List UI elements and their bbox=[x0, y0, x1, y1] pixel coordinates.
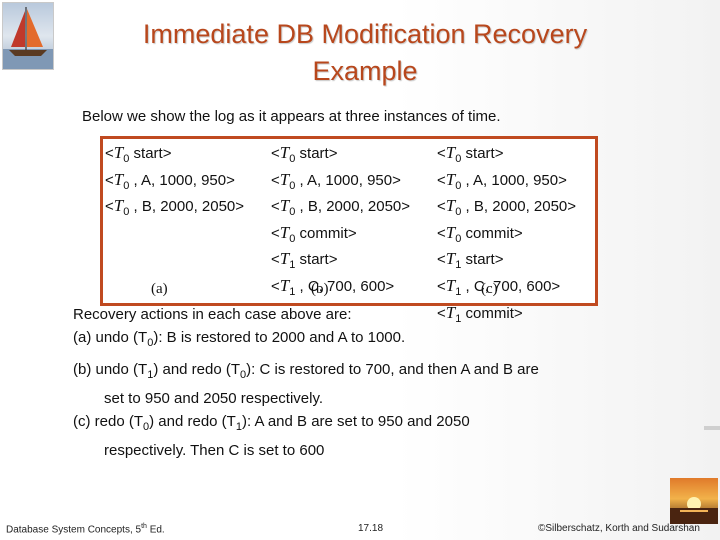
log-record: <T0 , B, 2000, 2050> bbox=[105, 196, 245, 219]
log-table: <T0 start> <T0 , A, 1000, 950> <T0 , B, 20… bbox=[100, 136, 598, 325]
caption-a: (a) bbox=[151, 281, 168, 297]
log-record: <T0 , A, 1000, 950> bbox=[271, 169, 401, 192]
sailboat-icon bbox=[2, 2, 54, 70]
footer-copyright: ©Silberschatz, Korth and Sudarshan bbox=[538, 523, 700, 534]
log-record: <T0 start> bbox=[271, 143, 338, 165]
title-line-2: Example bbox=[312, 56, 418, 86]
log-record: <T1 , C, 700, 600> bbox=[271, 275, 395, 298]
log-record: <T0 commit> bbox=[437, 222, 523, 245]
log-record: <T1 commit> bbox=[437, 302, 523, 325]
caption-c: (c) bbox=[481, 281, 498, 297]
log-column-c: <T0 start> <T0 , A, 1000, 950> <T0 , B, 20… bbox=[437, 143, 576, 329]
action-c-line1: (c) redo (T0) and redo (T1): A and B are… bbox=[73, 413, 470, 433]
log-record: <T0 , A, 1000, 950> bbox=[437, 169, 567, 192]
log-record: <T1 , C, 700, 600> bbox=[437, 275, 561, 298]
actions-heading: Recovery actions in each case above are: bbox=[73, 306, 352, 323]
log-record: <T1 start> bbox=[437, 249, 504, 272]
footer-page-number: 17.18 bbox=[358, 523, 384, 534]
recovery-actions: Recovery actions in each case above are:… bbox=[73, 303, 633, 462]
title-line-1: Immediate DB Modification Recovery bbox=[142, 19, 588, 49]
footer-book-title: Database System Concepts, 5th Ed. bbox=[6, 523, 165, 536]
sunset-icon bbox=[670, 478, 718, 524]
log-record: <T0 commit> bbox=[271, 222, 357, 245]
log-record: <T0 , B, 2000, 2050> bbox=[271, 196, 411, 219]
action-b-line2: set to 950 and 2050 respectively. bbox=[104, 390, 324, 407]
action-b-line1: (b) undo (T1) and redo (T0): C is restor… bbox=[73, 361, 539, 381]
action-a: (a) undo (T0): B is restored to 2000 and… bbox=[73, 329, 406, 349]
log-record: <T0 , A, 1000, 950> bbox=[105, 169, 235, 192]
log-record: <T0 , B, 2000, 2050> bbox=[437, 196, 577, 219]
log-column-b: <T0 start> <T0 , A, 1000, 950> <T0 , B, 20… bbox=[271, 143, 410, 303]
caption-b: (b) bbox=[311, 281, 329, 297]
log-record: <T1 start> bbox=[271, 249, 338, 272]
log-record: <T0 start> bbox=[437, 143, 504, 165]
action-c-line2: respectively. Then C is set to 600 bbox=[104, 442, 325, 459]
log-record: <T0 start> bbox=[105, 143, 172, 165]
log-column-a: <T0 start> <T0 , A, 1000, 950> <T0 , B, 20… bbox=[105, 143, 244, 223]
intro-text: Below we show the log as it appears at t… bbox=[82, 108, 501, 125]
decorative-line bbox=[704, 426, 720, 430]
slide-title: Immediate DB Modification Recovery Examp… bbox=[60, 16, 670, 90]
